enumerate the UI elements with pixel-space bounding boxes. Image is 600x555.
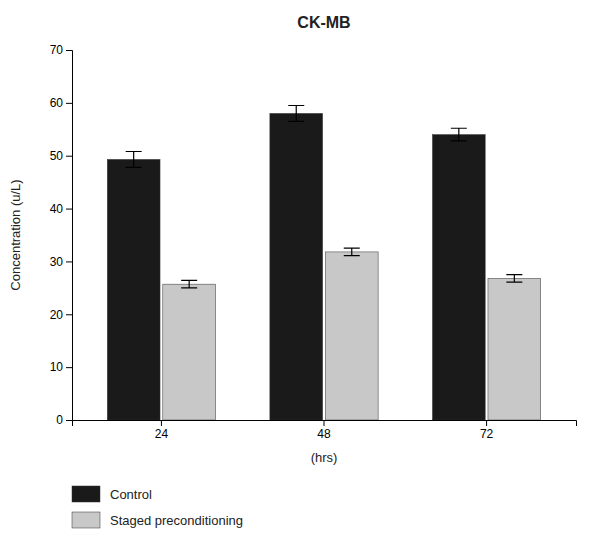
x-axis: 24 48 72 [73, 420, 577, 441]
tick: 48 [317, 420, 331, 441]
error-bar [181, 280, 197, 287]
tick-label: 30 [50, 255, 64, 269]
title: CK-MB [297, 14, 350, 31]
error-bar [344, 248, 360, 255]
tick: 0 [56, 413, 72, 427]
tick-label: 50 [50, 149, 64, 163]
tick-mark [161, 420, 162, 426]
tick: 50 [50, 149, 72, 163]
tick: 24 [155, 420, 169, 441]
bar [488, 278, 541, 420]
series [163, 248, 541, 420]
tick: 60 [50, 96, 72, 110]
bar [432, 135, 485, 420]
tick-mark [66, 420, 72, 421]
tick: 40 [50, 202, 72, 216]
error-bar [451, 128, 467, 141]
plot-area: 0 10 20 30 40 50 60 70 24 48 72 [50, 43, 577, 440]
error-bar [506, 275, 522, 282]
legend-item: Control [72, 486, 152, 502]
error-bar-line [451, 128, 467, 141]
legend-item: Staged preconditioning [72, 512, 243, 528]
tick: 10 [50, 360, 72, 374]
tick-mark [66, 367, 72, 368]
legend-swatch [72, 486, 100, 502]
tick-mark [66, 261, 72, 262]
bar [107, 159, 160, 420]
tick-label: 48 [317, 427, 331, 441]
tick: 72 [480, 420, 494, 441]
series [107, 106, 485, 421]
tick-label: 70 [50, 43, 64, 57]
error-bar [288, 106, 304, 122]
tick-label: 72 [480, 427, 494, 441]
legend-label: Control [110, 487, 152, 502]
tick-mark [66, 156, 72, 157]
tick-label: 0 [56, 413, 63, 427]
error-bar-line [181, 280, 197, 287]
tick: 70 [50, 43, 72, 57]
tick-label: 60 [50, 96, 64, 110]
tick-mark [486, 420, 487, 426]
tick-label: 40 [50, 202, 64, 216]
marks [107, 106, 540, 421]
error-bar-line [344, 248, 360, 255]
x-axis-title: (hrs) [311, 450, 338, 465]
tick-mark [66, 314, 72, 315]
tick-mark [324, 420, 325, 426]
axis-line [66, 51, 73, 421]
tick: 20 [50, 308, 72, 322]
tick-label: 20 [50, 308, 64, 322]
tick-label: 24 [155, 427, 169, 441]
y-axis-title: Concentration (u/L) [8, 179, 23, 290]
y-axis: 0 10 20 30 40 50 60 70 [50, 43, 73, 427]
legend-swatch [72, 512, 100, 528]
tick: 30 [50, 255, 72, 269]
legend-label: Staged preconditioning [110, 513, 243, 528]
tick-label: 10 [50, 360, 64, 374]
bar [270, 113, 323, 420]
chart: 0 10 20 30 40 50 60 70 24 48 72 CK-MB (hrs) Concentra… [0, 0, 600, 555]
tick-mark [66, 50, 72, 51]
error-bar [126, 151, 142, 167]
bar [325, 252, 378, 420]
tick-mark [66, 209, 72, 210]
error-bar-line [288, 106, 304, 122]
axis-line [73, 421, 577, 427]
legend: Control Staged preconditioning [72, 486, 243, 528]
tick-mark [66, 103, 72, 104]
error-bar-line [126, 151, 142, 167]
bar [163, 284, 216, 420]
error-bar-line [506, 275, 522, 282]
